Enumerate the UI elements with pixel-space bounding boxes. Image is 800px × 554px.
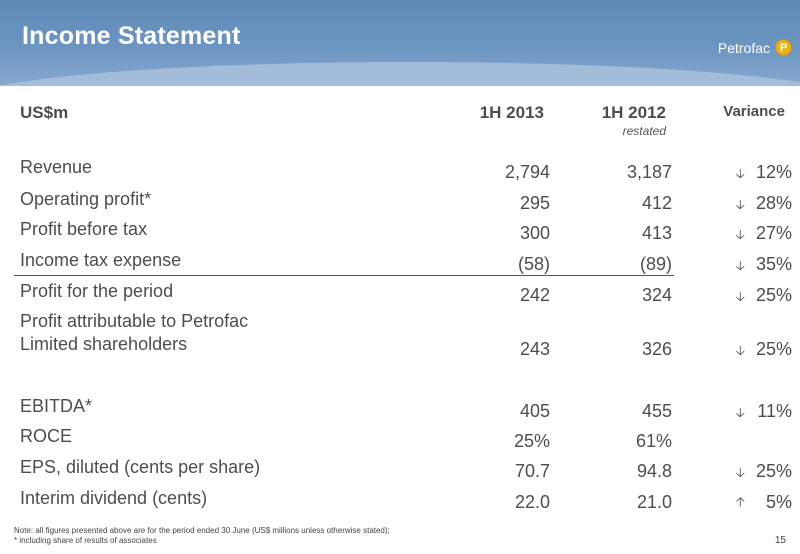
variance-value: 28%	[755, 193, 792, 213]
value-1h2012: 3,187	[626, 162, 672, 182]
row-label-continued: Limited shareholders	[20, 334, 188, 354]
value-1h2013: 242	[519, 285, 550, 305]
column-header-label: US$m	[20, 103, 69, 122]
page-number: 15	[774, 535, 786, 546]
footnote: * including share of results of associat…	[14, 536, 157, 545]
value-1h2013: 2,794	[504, 162, 550, 182]
value-1h2013: 300	[519, 223, 550, 243]
value-1h2013: 70.7	[514, 461, 550, 481]
value-1h2012: 412	[641, 193, 672, 213]
footnote: Note: all figures presented above are fo…	[14, 526, 390, 535]
arrow-down-icon: 🡣	[735, 227, 745, 242]
column-header-variance: Variance	[723, 103, 785, 120]
value-1h2013: (58)	[517, 254, 550, 274]
column-header-1h2012: 1H 2012	[601, 103, 666, 122]
arrow-down-icon: 🡣	[735, 289, 745, 304]
row-label: Income tax expense	[20, 250, 182, 270]
brand-name: Petrofac	[717, 39, 770, 56]
header-wave-band	[0, 62, 800, 86]
variance-value: 11%	[757, 401, 792, 421]
arrow-up-icon: 🡡	[735, 494, 745, 509]
row-label: Operating profit*	[20, 189, 152, 209]
row-label: Profit attributable to Petrofac	[20, 311, 249, 331]
value-1h2012: 94.8	[636, 461, 672, 481]
arrow-down-icon: 🡣	[735, 197, 745, 212]
table-row: EBITDA* 405 455 🡣 11%	[0, 396, 800, 424]
table-row: Profit before tax 300 413 🡣 27%	[0, 219, 800, 247]
variance-value: 12%	[755, 162, 792, 182]
arrow-down-icon: 🡣	[735, 465, 745, 480]
row-label: EBITDA*	[20, 396, 93, 416]
row-label: Profit for the period	[20, 281, 174, 301]
variance-value: 35%	[755, 254, 792, 274]
table-row: Profit attributable to Petrofac Limited …	[0, 311, 800, 371]
arrow-down-icon: 🡣	[735, 166, 745, 181]
table-row: ROCE 25% 61%	[0, 426, 800, 454]
page-title: Income Statement	[22, 22, 241, 50]
table-row: EPS, diluted (cents per share) 70.7 94.8…	[0, 457, 800, 485]
brand: Petrofac P	[718, 39, 792, 56]
variance-value: 25%	[755, 339, 792, 359]
value-1h2012: 413	[641, 223, 672, 243]
table-row: Revenue 2,794 3,187 🡣 12%	[0, 157, 800, 185]
value-1h2013: 243	[519, 339, 550, 359]
row-label: ROCE	[20, 426, 73, 446]
petrofac-logo-icon: P	[775, 39, 792, 56]
value-1h2012: 21.0	[636, 492, 672, 512]
value-1h2012: (89)	[639, 254, 672, 274]
value-1h2013: 295	[519, 193, 550, 213]
value-1h2012: 326	[641, 339, 672, 359]
row-label: EPS, diluted (cents per share)	[20, 457, 261, 477]
column-header-1h2013: 1H 2013	[479, 103, 544, 122]
arrow-down-icon: 🡣	[735, 343, 745, 358]
variance-value: 25%	[755, 285, 792, 305]
total-divider	[14, 275, 674, 276]
value-1h2012: 61%	[635, 431, 672, 451]
arrow-down-icon: 🡣	[735, 405, 745, 420]
table-row: Profit for the period 242 324 🡣 25%	[0, 281, 800, 309]
value-1h2013: 22.0	[514, 492, 550, 512]
arrow-down-icon: 🡣	[735, 258, 745, 273]
variance-value: 27%	[755, 223, 792, 243]
table-row: Interim dividend (cents) 22.0 21.0 🡡 5%	[0, 488, 800, 516]
row-label: Interim dividend (cents)	[20, 488, 208, 508]
row-label: Profit before tax	[20, 219, 148, 239]
table-row: Operating profit* 295 412 🡣 28%	[0, 189, 800, 217]
variance-value: 5%	[765, 492, 792, 512]
value-1h2013: 25%	[513, 431, 550, 451]
variance-value: 25%	[755, 461, 792, 481]
table-row: Income tax expense (58) (89) 🡣 35%	[0, 250, 800, 278]
value-1h2013: 405	[519, 401, 550, 421]
row-label: Revenue	[20, 157, 93, 177]
column-subheader-restated: restated	[622, 124, 666, 138]
slide-header: Income Statement Petrofac P	[0, 0, 800, 86]
value-1h2012: 455	[641, 401, 672, 421]
value-1h2012: 324	[641, 285, 672, 305]
